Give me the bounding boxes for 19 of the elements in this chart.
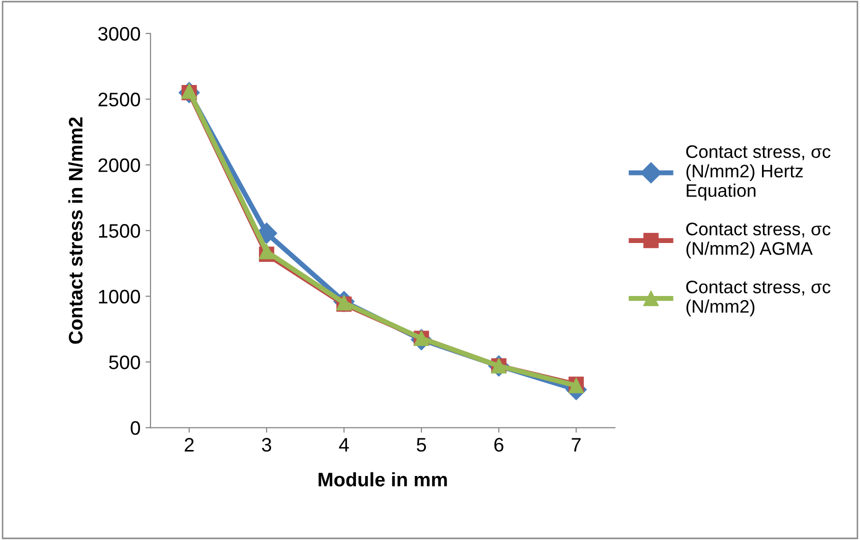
x-tick-label: 7 <box>572 438 581 452</box>
point <box>258 244 274 260</box>
x-tick-label: 5 <box>416 438 426 452</box>
y-axis-title: Contact stress in N/mm2 <box>68 117 83 344</box>
x-tick-label: 4 <box>339 438 349 452</box>
y-tick-label: 0 <box>130 421 140 435</box>
y-tick-label: 2500 <box>98 92 140 106</box>
x-axis-title: Module in mm <box>318 472 447 486</box>
y-tick-label: 1000 <box>99 290 140 304</box>
legend-label: Contact stress, σc (N/mm2) Hertz Equation <box>686 145 830 200</box>
x-tick-label: 6 <box>494 438 504 452</box>
x-tick-label: 3 <box>262 438 272 452</box>
y-tick-label: 2000 <box>98 158 140 172</box>
y-tick-label: 1500 <box>99 224 140 238</box>
legend-label: Contact stress, σc (N/mm2) AGMA <box>686 222 830 258</box>
x-tick-label: 2 <box>184 438 194 452</box>
y-tick-label: 500 <box>109 355 140 370</box>
legend-label: Contact stress, σc (N/mm2) <box>686 280 830 316</box>
y-tick-label: 3000 <box>98 26 140 41</box>
